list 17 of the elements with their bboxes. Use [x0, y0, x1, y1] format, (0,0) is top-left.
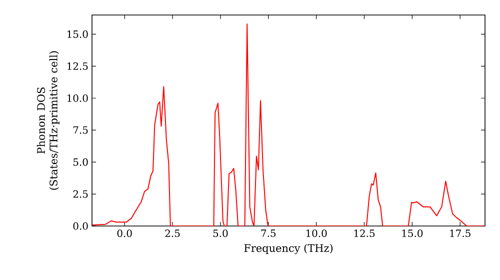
x-tick-label: 12.5	[354, 230, 375, 238]
x-tick-label: 10.0	[306, 230, 327, 238]
x-tick-label: 5.0	[213, 230, 228, 238]
y-axis-title: Phonon DOS (States/THz·primitive cell)	[36, 51, 60, 190]
x-tick-label: 17.5	[450, 230, 470, 238]
y-tick-label: 10.0	[68, 94, 88, 102]
y-tick-label: 0.0	[73, 222, 88, 230]
x-tick-label: 0.0	[117, 230, 132, 238]
y-tick-label: 15.0	[68, 30, 88, 38]
x-tick-label: 2.5	[165, 230, 180, 238]
x-tick-label: 7.5	[261, 230, 276, 237]
y-tick-label: 7.5	[73, 126, 88, 134]
y-tick-label: 5.0	[73, 158, 88, 166]
x-axis-title: Frequency (THz)	[244, 244, 333, 254]
y-tick-label: 2.5	[73, 190, 88, 198]
x-tick-label: 15.0	[402, 230, 423, 238]
y-tick-label: 12.5	[68, 62, 88, 70]
